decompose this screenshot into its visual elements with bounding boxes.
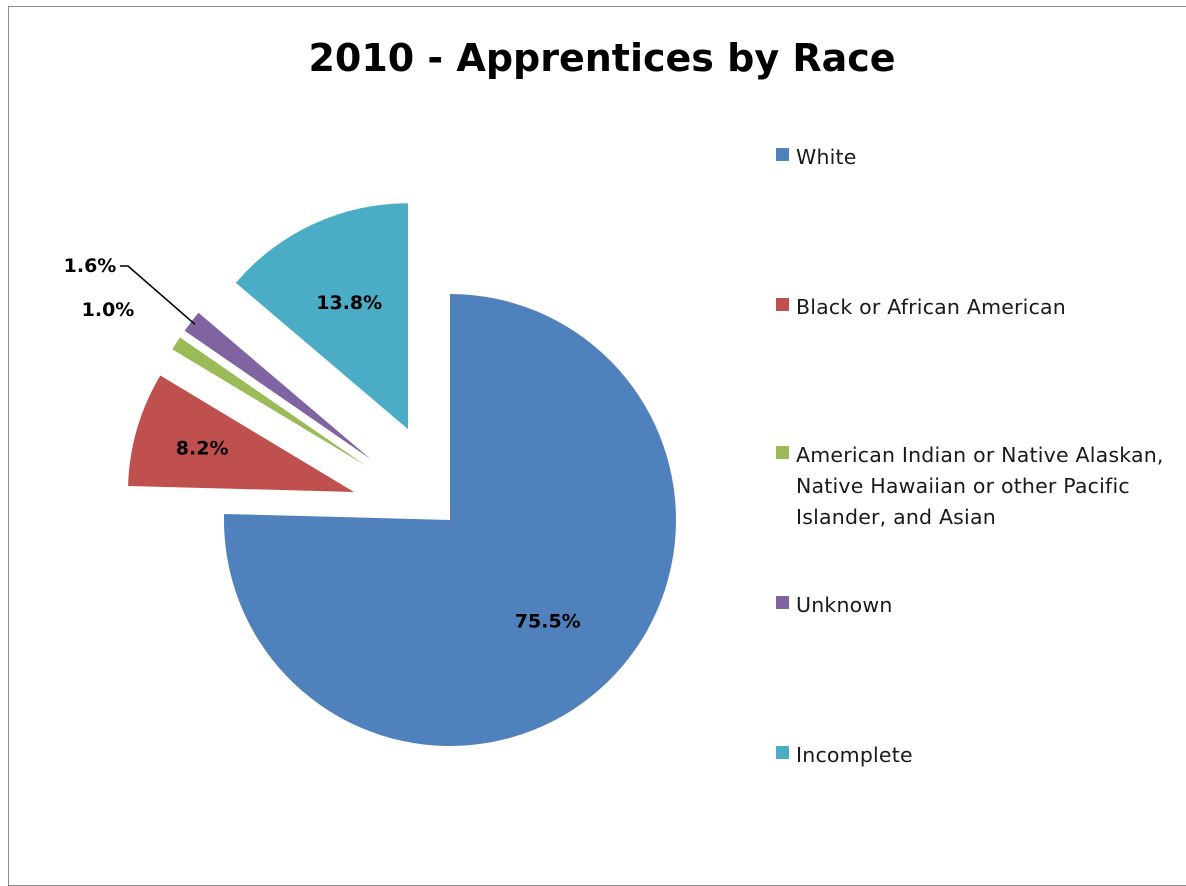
chart-title: 2010 - Apprentices by Race bbox=[308, 36, 896, 80]
legend-item: Black or African American bbox=[776, 292, 1186, 323]
legend-item: Unknown bbox=[776, 590, 1186, 621]
legend-label: White bbox=[796, 145, 857, 169]
legend-label: Unknown bbox=[796, 593, 893, 617]
data-label: 1.6% bbox=[64, 255, 117, 277]
pie-slice-white bbox=[224, 294, 676, 746]
legend-swatch bbox=[776, 596, 789, 609]
data-label: 1.0% bbox=[82, 299, 135, 321]
data-label: 75.5% bbox=[515, 610, 581, 632]
data-label: 13.8% bbox=[316, 292, 382, 314]
legend-swatch bbox=[776, 298, 789, 311]
pie-slice-black-or-african-american bbox=[128, 375, 355, 492]
pie-slice-unknown bbox=[184, 312, 371, 460]
pie-slice-american-indian-or-native-alaskan-native bbox=[172, 337, 366, 466]
legend-item: American Indian or Native Alaskan, Nativ… bbox=[776, 440, 1171, 533]
legend-item: Incomplete bbox=[776, 740, 1186, 771]
legend-label: Black or African American bbox=[796, 295, 1066, 319]
pie-slice-incomplete bbox=[235, 203, 409, 430]
legend-swatch bbox=[776, 446, 789, 459]
data-label: 8.2% bbox=[176, 438, 229, 460]
legend-swatch bbox=[776, 148, 789, 161]
legend-swatch bbox=[776, 746, 789, 759]
legend-item: White bbox=[776, 142, 1186, 173]
legend-label: American Indian or Native Alaskan, Nativ… bbox=[796, 443, 1164, 529]
leader-line bbox=[120, 265, 196, 325]
legend-label: Incomplete bbox=[796, 743, 913, 767]
